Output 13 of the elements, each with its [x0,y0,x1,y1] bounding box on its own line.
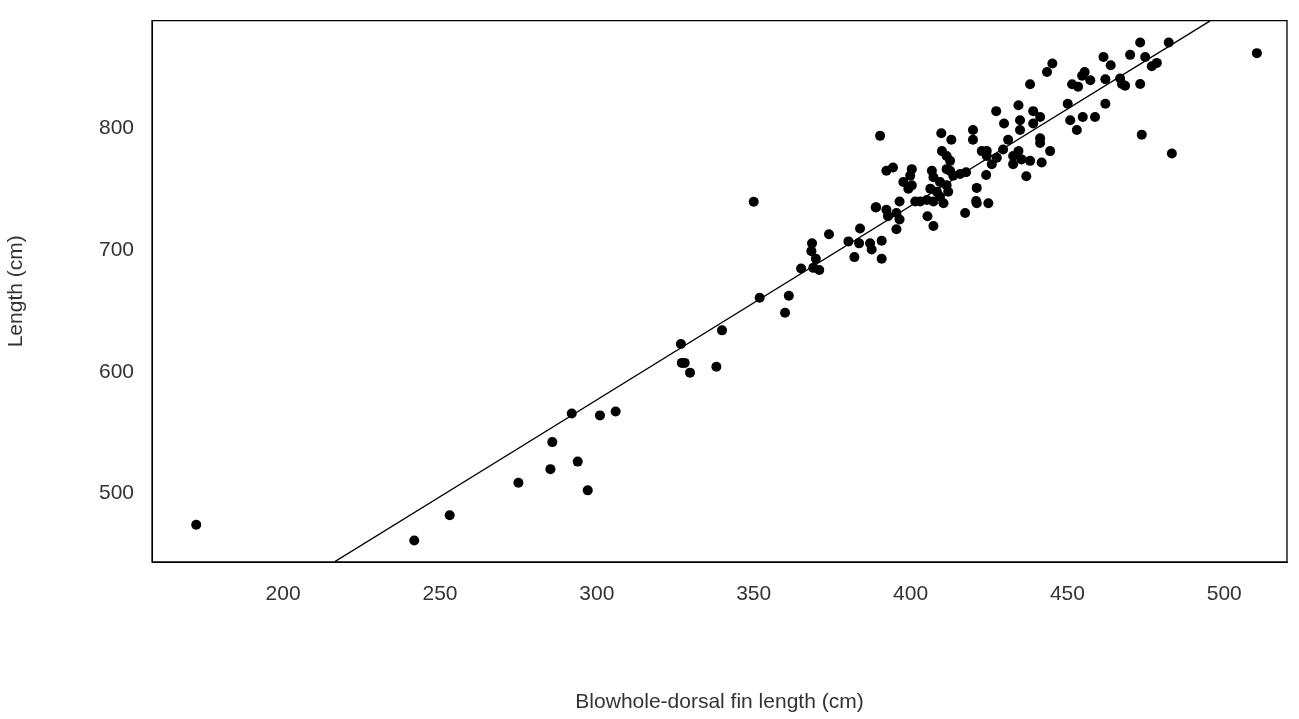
y-axis-title: Length (cm) [3,235,27,348]
y-tick-label: 800 [98,114,134,138]
x-tick-label: 200 [265,581,301,605]
x-tick-label: 450 [1049,581,1085,605]
y-tick-label: 600 [98,358,134,382]
x-tick-label: 400 [893,581,929,605]
x-axis-title: Blowhole-dorsal fin length (cm) [575,689,864,713]
x-tick-label: 350 [736,581,772,605]
y-tick-label: 700 [98,236,134,260]
x-tick-label: 250 [422,581,458,605]
y-tick-label: 500 [98,480,134,504]
x-tick-label: 300 [579,581,615,605]
x-tick-label: 500 [1206,581,1242,605]
